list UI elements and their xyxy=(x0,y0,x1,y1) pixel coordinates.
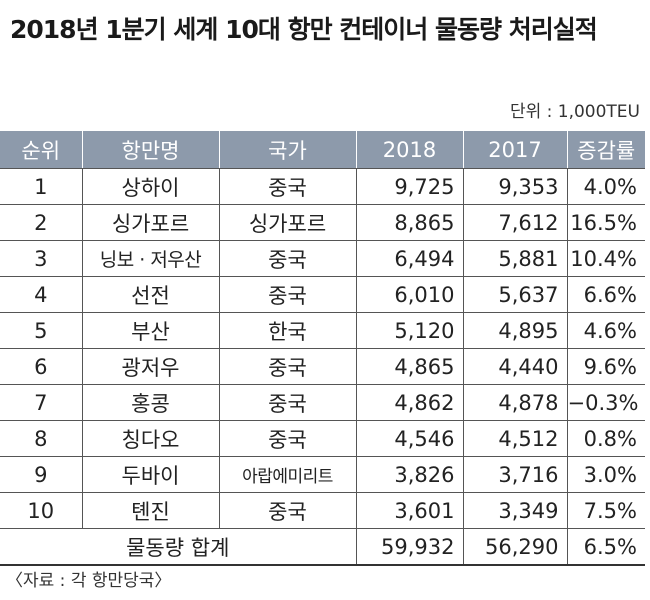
port-cell: 부산 xyxy=(81,312,219,349)
table-row: 9 두바이 아랍에미리트 3,826 3,716 3.0% xyxy=(0,456,645,493)
value-2018-cell: 6,494 xyxy=(355,240,463,277)
country-cell: 중국 xyxy=(218,276,356,313)
table-row: 8 칭다오 중국 4,546 4,512 0.8% xyxy=(0,420,645,457)
table-row: 3 닝보 · 저우산 중국 6,494 5,881 10.4% xyxy=(0,240,645,277)
value-2018-cell: 4,865 xyxy=(355,348,463,385)
value-2017-cell: 4,895 xyxy=(462,312,567,349)
change-cell: −0.3% xyxy=(566,384,645,421)
rank-cell: 7 xyxy=(0,384,82,421)
value-2017-cell: 4,440 xyxy=(462,348,567,385)
port-cell: 칭다오 xyxy=(81,420,219,457)
port-cell: 상하이 xyxy=(81,168,219,205)
value-2017-cell: 3,349 xyxy=(462,492,567,529)
total-change-cell: 6.5% xyxy=(566,528,645,566)
port-cell: 광저우 xyxy=(81,348,219,385)
change-cell: 4.6% xyxy=(566,312,645,349)
port-cell: 홍콩 xyxy=(81,384,219,421)
rank-cell: 10 xyxy=(0,492,82,529)
change-cell: 7.5% xyxy=(566,492,645,529)
rank-cell: 2 xyxy=(0,204,82,241)
value-2018-cell: 5,120 xyxy=(355,312,463,349)
change-cell: 4.0% xyxy=(566,168,645,205)
table-row: 10 톈진 중국 3,601 3,349 7.5% xyxy=(0,492,645,529)
rank-cell: 9 xyxy=(0,456,82,493)
table-row: 4 선전 중국 6,010 5,637 6.6% xyxy=(0,276,645,313)
port-cell: 선전 xyxy=(81,276,219,313)
port-cell: 톈진 xyxy=(81,492,219,529)
rank-cell: 4 xyxy=(0,276,82,313)
change-cell: 10.4% xyxy=(566,240,645,277)
value-2018-cell: 9,725 xyxy=(355,168,463,205)
value-2017-cell: 5,881 xyxy=(462,240,567,277)
header-2017: 2017 xyxy=(462,131,567,169)
value-2018-cell: 3,601 xyxy=(355,492,463,529)
country-cell: 중국 xyxy=(218,420,356,457)
change-cell: 16.5% xyxy=(566,204,645,241)
table-row: 6 광저우 중국 4,865 4,440 9.6% xyxy=(0,348,645,385)
table-header-row: 순위 항만명 국가 2018 2017 증감률 xyxy=(0,131,645,169)
change-cell: 3.0% xyxy=(566,456,645,493)
value-2017-cell: 4,878 xyxy=(462,384,567,421)
header-2018: 2018 xyxy=(355,131,463,169)
rank-cell: 8 xyxy=(0,420,82,457)
country-cell: 중국 xyxy=(218,492,356,529)
port-throughput-table: 순위 항만명 국가 2018 2017 증감률 1 상하이 중국 9,725 9… xyxy=(0,131,645,566)
change-cell: 6.6% xyxy=(566,276,645,313)
country-cell: 중국 xyxy=(218,384,356,421)
value-2017-cell: 5,637 xyxy=(462,276,567,313)
value-2018-cell: 6,010 xyxy=(355,276,463,313)
value-2017-cell: 3,716 xyxy=(462,456,567,493)
country-cell: 아랍에미리트 xyxy=(218,456,356,493)
change-cell: 9.6% xyxy=(566,348,645,385)
country-cell: 중국 xyxy=(218,348,356,385)
table-row: 1 상하이 중국 9,725 9,353 4.0% xyxy=(0,168,645,205)
page-title: 2018년 1분기 세계 10대 항만 컨테이너 물동량 처리실적 xyxy=(10,15,598,44)
country-cell: 싱가포르 xyxy=(218,204,356,241)
total-label: 물동량 합계 xyxy=(0,528,356,566)
total-row: 물동량 합계 59,932 56,290 6.5% xyxy=(0,528,645,566)
port-cell: 싱가포르 xyxy=(81,204,219,241)
value-2017-cell: 7,612 xyxy=(462,204,567,241)
value-2018-cell: 4,546 xyxy=(355,420,463,457)
rank-cell: 6 xyxy=(0,348,82,385)
country-cell: 중국 xyxy=(218,240,356,277)
value-2017-cell: 9,353 xyxy=(462,168,567,205)
table-row: 2 싱가포르 싱가포르 8,865 7,612 16.5% xyxy=(0,204,645,241)
value-2018-cell: 3,826 xyxy=(355,456,463,493)
rank-cell: 3 xyxy=(0,240,82,277)
port-cell: 닝보 · 저우산 xyxy=(81,240,219,277)
header-change: 증감률 xyxy=(566,131,645,169)
total-2018-cell: 59,932 xyxy=(355,528,463,566)
table-row: 7 홍콩 중국 4,862 4,878 −0.3% xyxy=(0,384,645,421)
source-note: 〈자료 : 각 항만당국〉 xyxy=(6,571,172,591)
unit-label: 단위 : 1,000TEU xyxy=(509,102,640,122)
port-cell: 두바이 xyxy=(81,456,219,493)
value-2017-cell: 4,512 xyxy=(462,420,567,457)
header-rank: 순위 xyxy=(0,131,82,169)
country-cell: 한국 xyxy=(218,312,356,349)
header-port: 항만명 xyxy=(81,131,219,169)
total-2017-cell: 56,290 xyxy=(462,528,567,566)
rank-cell: 5 xyxy=(0,312,82,349)
change-cell: 0.8% xyxy=(566,420,645,457)
value-2018-cell: 8,865 xyxy=(355,204,463,241)
value-2018-cell: 4,862 xyxy=(355,384,463,421)
rank-cell: 1 xyxy=(0,168,82,205)
country-cell: 중국 xyxy=(218,168,356,205)
header-country: 국가 xyxy=(218,131,356,169)
table-row: 5 부산 한국 5,120 4,895 4.6% xyxy=(0,312,645,349)
